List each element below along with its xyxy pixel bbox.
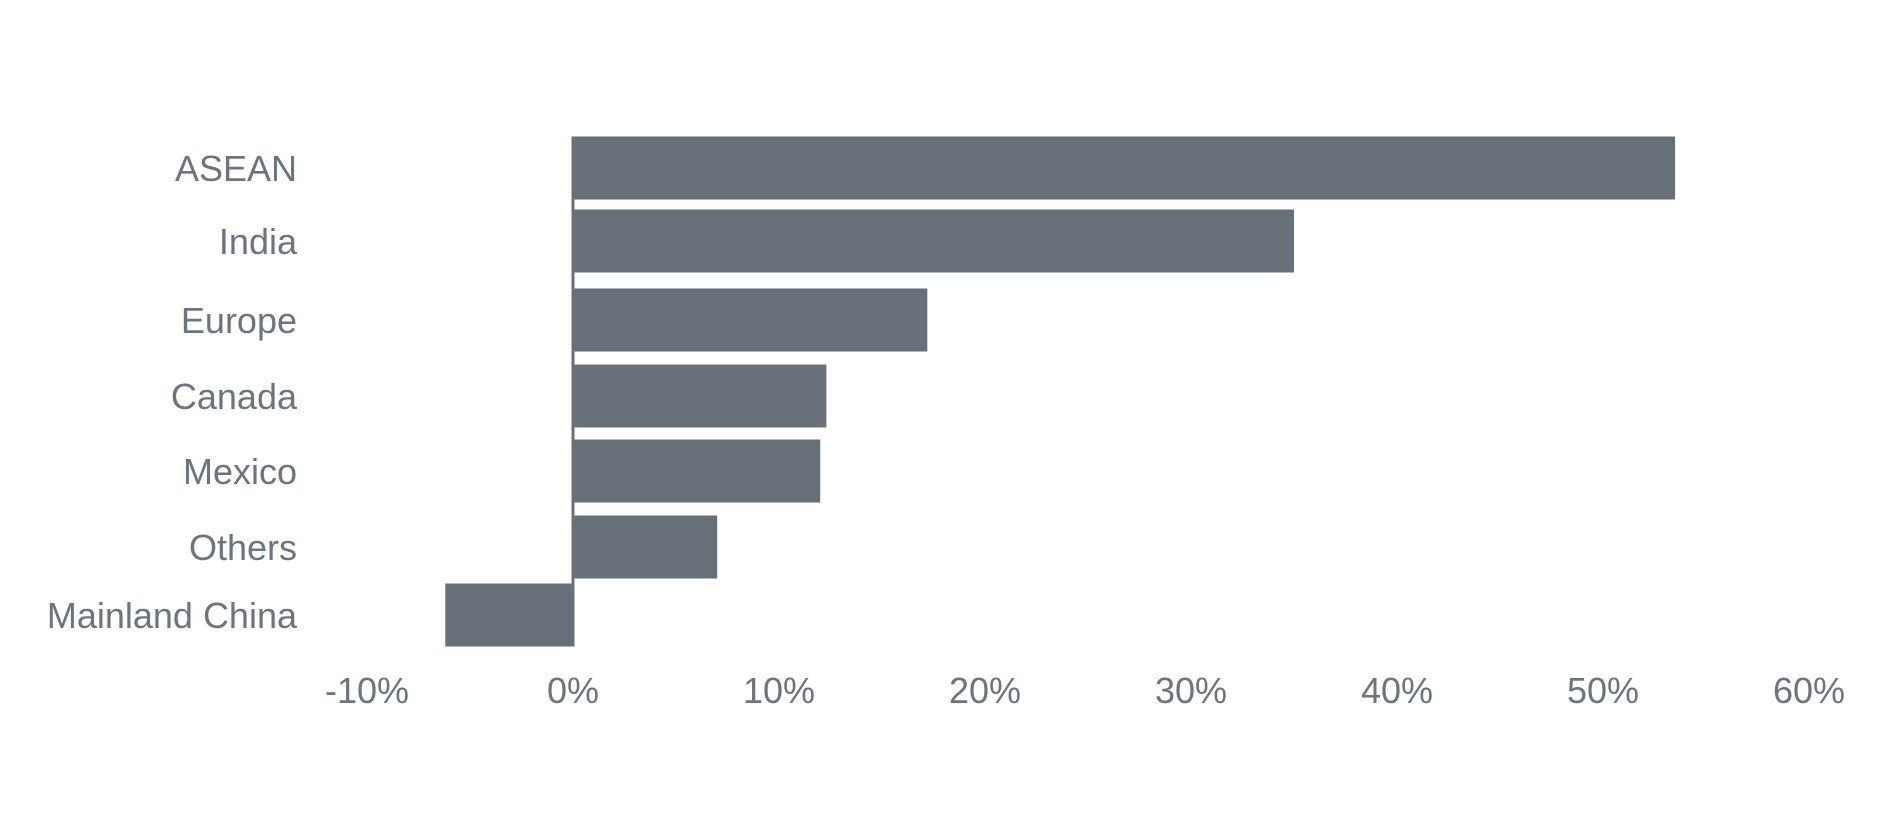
x-tick-label: 20%	[949, 670, 1021, 711]
x-tick-label: 0%	[547, 670, 599, 711]
category-label-europe: Europe	[181, 300, 297, 341]
bar-canada	[573, 364, 827, 428]
x-tick-label: 40%	[1361, 670, 1433, 711]
category-label-mexico: Mexico	[183, 451, 297, 492]
bar-mainland-china	[445, 583, 573, 647]
category-label-mainland-china: Mainland China	[47, 595, 298, 636]
x-tick-label: 50%	[1567, 670, 1639, 711]
x-tick-label: 30%	[1155, 670, 1227, 711]
x-tick-labels: -10% 0% 10% 20% 30% 40% 50% 60%	[325, 670, 1845, 711]
category-label-india: India	[219, 221, 298, 262]
category-label-asean: ASEAN	[175, 148, 297, 189]
bar-mexico	[573, 439, 821, 503]
bar-others	[573, 515, 718, 579]
bar-asean	[573, 136, 1676, 200]
x-tick-label: 10%	[743, 670, 815, 711]
category-labels: ASEAN India Europe Canada Mexico Others Mainla…	[47, 148, 298, 636]
category-label-others: Others	[189, 527, 297, 568]
bar-europe	[573, 288, 928, 352]
bars-group	[445, 136, 1676, 647]
bar-india	[573, 209, 1294, 273]
x-tick-label: 60%	[1773, 670, 1845, 711]
x-tick-label: -10%	[325, 670, 409, 711]
category-label-canada: Canada	[171, 376, 298, 417]
